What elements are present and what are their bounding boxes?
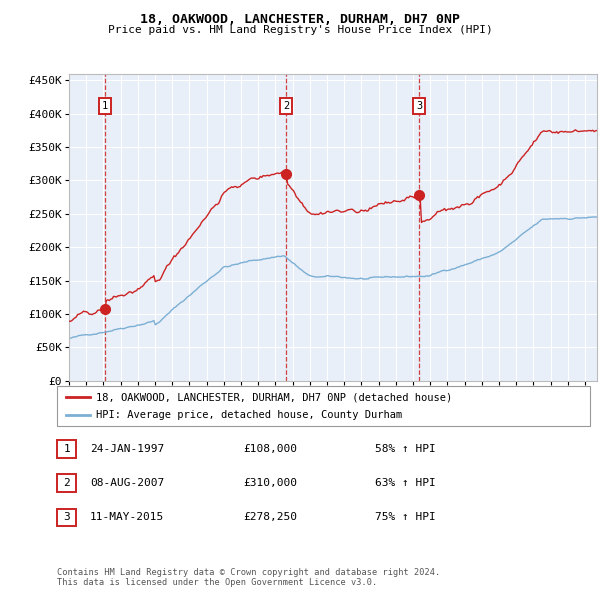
Text: 63% ↑ HPI: 63% ↑ HPI <box>375 478 436 488</box>
Text: Contains HM Land Registry data © Crown copyright and database right 2024.: Contains HM Land Registry data © Crown c… <box>57 568 440 577</box>
Text: This data is licensed under the Open Government Licence v3.0.: This data is licensed under the Open Gov… <box>57 578 377 588</box>
Text: HPI: Average price, detached house, County Durham: HPI: Average price, detached house, Coun… <box>96 409 402 419</box>
Text: £108,000: £108,000 <box>243 444 297 454</box>
Text: 1: 1 <box>63 444 70 454</box>
Text: Price paid vs. HM Land Registry's House Price Index (HPI): Price paid vs. HM Land Registry's House … <box>107 25 493 35</box>
Text: £278,250: £278,250 <box>243 513 297 522</box>
Text: 18, OAKWOOD, LANCHESTER, DURHAM, DH7 0NP: 18, OAKWOOD, LANCHESTER, DURHAM, DH7 0NP <box>140 13 460 26</box>
Text: 3: 3 <box>416 101 422 111</box>
Text: 18, OAKWOOD, LANCHESTER, DURHAM, DH7 0NP (detached house): 18, OAKWOOD, LANCHESTER, DURHAM, DH7 0NP… <box>96 392 452 402</box>
Text: 08-AUG-2007: 08-AUG-2007 <box>90 478 164 488</box>
Text: 2: 2 <box>63 478 70 488</box>
Text: 24-JAN-1997: 24-JAN-1997 <box>90 444 164 454</box>
Text: 75% ↑ HPI: 75% ↑ HPI <box>375 513 436 522</box>
Text: £310,000: £310,000 <box>243 478 297 488</box>
Text: 1: 1 <box>101 101 108 111</box>
Text: 11-MAY-2015: 11-MAY-2015 <box>90 513 164 522</box>
Text: 3: 3 <box>63 513 70 522</box>
Text: 58% ↑ HPI: 58% ↑ HPI <box>375 444 436 454</box>
Text: 2: 2 <box>283 101 289 111</box>
